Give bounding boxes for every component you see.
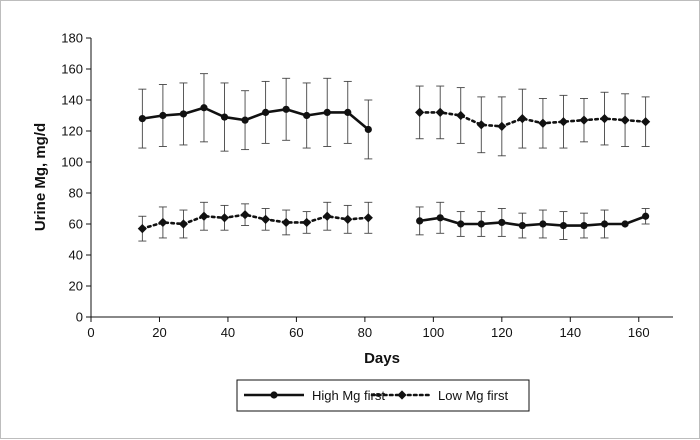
series-line [141,213,370,230]
series-line [418,111,647,128]
data-point [436,214,444,222]
x-tick-label: 40 [221,325,235,340]
y-tick-label: 140 [61,93,83,108]
data-point [539,220,547,228]
data-point [621,220,629,228]
data-point [580,221,588,230]
data-point [200,104,208,112]
y-tick-label: 60 [69,217,83,232]
data-point [137,224,147,234]
data-point [364,125,372,134]
data-point [199,211,209,221]
data-point [219,213,230,223]
y-tick-label: 100 [61,155,83,170]
series-line [142,106,370,131]
y-axis-label: Urine Mg, mg/d [32,123,49,231]
x-tick-label: 120 [491,325,513,340]
data-point [497,121,507,131]
data-point [457,220,465,228]
data-point [138,115,146,123]
data-point [641,117,651,127]
data-point [642,212,650,220]
data-point [579,115,589,125]
y-tick-label: 20 [69,279,83,294]
data-point [476,120,486,130]
data-point [262,108,270,116]
y-tick-label: 0 [76,310,83,325]
legend: High Mg first Low Mg first [236,379,530,412]
x-tick-label: 80 [358,325,372,340]
data-point [241,116,249,124]
data-point [558,117,569,127]
data-point [477,220,485,228]
legend-item-high-mg-first [244,391,304,399]
data-point [282,105,290,113]
data-point [517,114,527,124]
series-high-mg-first [138,73,650,240]
data-point [416,217,424,225]
series-low-mg-first [137,85,651,242]
data-point [179,110,188,118]
data-point [498,218,506,227]
axes: 0 20 40 60 80 100 120 140 160 180 0 20 40 60 80 100 120 1… [61,31,673,340]
legend-item-low-mg-first [370,390,434,400]
legend-label-low-mg-first: Low Mg first [438,388,508,403]
y-tick-label: 80 [69,186,83,201]
data-point [415,107,425,117]
data-point [600,220,609,228]
y-tick-label: 160 [61,62,83,77]
data-point [343,214,353,224]
data-point [435,107,445,117]
x-axis-label: Days [364,350,400,367]
y-tick-label: 120 [61,124,83,139]
legend-marker [397,390,407,400]
data-point [240,210,250,220]
x-tick-label: 0 [87,325,94,340]
data-point [261,214,271,224]
data-point [159,111,167,120]
data-point [281,217,291,228]
data-point [456,110,466,121]
y-tick-label: 40 [69,248,83,263]
legend-label-high-mg-first: High Mg first [312,388,385,403]
y-tick-label: 180 [61,31,83,46]
legend-marker [270,391,278,399]
data-point [559,221,568,230]
data-point [303,111,311,120]
data-point [599,114,610,124]
data-point [220,113,229,121]
data-point [538,118,548,128]
data-point [620,115,630,125]
data-point [518,221,526,230]
x-tick-label: 20 [152,325,166,340]
data-point [363,213,373,223]
x-tick-label: 160 [628,325,650,340]
data-point [322,211,332,221]
x-tick-label: 60 [289,325,303,340]
x-tick-label: 100 [423,325,445,340]
data-point [344,108,352,116]
data-point [158,217,168,228]
series-line [419,215,647,227]
data-point [302,217,312,228]
series-layer [137,73,651,242]
x-tick-label: 140 [559,325,581,340]
data-point [178,219,189,229]
data-point [323,108,331,116]
